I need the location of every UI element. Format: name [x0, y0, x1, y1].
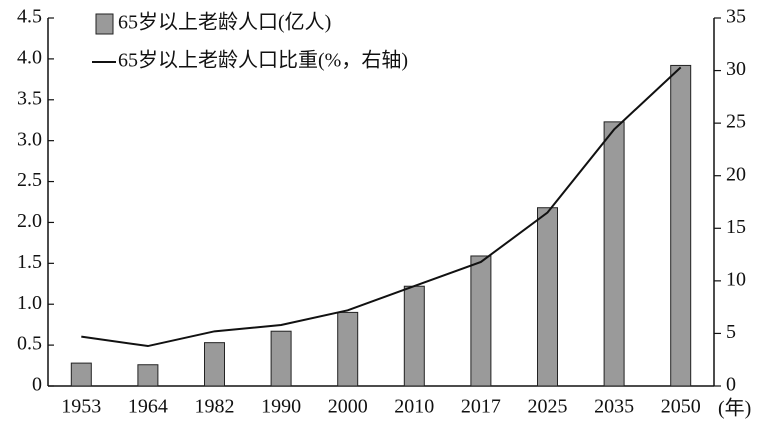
y2-tick-label: 30: [726, 58, 746, 80]
y2-tick-label: 35: [726, 6, 746, 28]
x-tick-label: 2010: [394, 396, 434, 418]
y-tick-label: 0: [32, 374, 42, 396]
y-tick-label: 4.0: [17, 46, 42, 68]
bar: [537, 207, 558, 387]
bar: [270, 330, 292, 387]
y-tick-label: 2.5: [17, 169, 42, 191]
x-tick-label: 2000: [328, 396, 368, 418]
bar: [137, 364, 159, 387]
x-tick-label: 2035: [594, 396, 634, 418]
y-tick-label: 3.5: [17, 87, 42, 109]
legend-swatch: [95, 13, 114, 35]
bar: [337, 311, 359, 387]
bar: [403, 285, 425, 387]
bar: [470, 255, 492, 387]
x-tick-label: 2017: [461, 396, 501, 418]
x-tick-label: 2025: [528, 396, 568, 418]
y2-tick-label: 10: [726, 268, 746, 290]
y2-tick-label: 5: [726, 321, 736, 343]
y-tick-label: 1.5: [17, 251, 42, 273]
x-tick-label: 2050: [661, 396, 701, 418]
y-tick-label: 4.5: [17, 6, 42, 28]
x-tick-label: 1953: [61, 396, 101, 418]
bar: [603, 121, 625, 387]
bar: [670, 64, 692, 387]
line: [81, 66, 682, 348]
y2-tick-label: 25: [726, 111, 746, 133]
x-axis-label: (年): [718, 397, 751, 420]
bar: [70, 362, 92, 387]
y2-tick-label: 0: [726, 374, 736, 396]
y2-tick-label: 20: [726, 163, 746, 185]
y-tick-label: 2.0: [17, 210, 42, 232]
x-tick-label: 1990: [261, 396, 301, 418]
y-tick-label: 3.0: [17, 128, 42, 150]
legend-label: 65岁以上老龄人口比重(%，右轴): [118, 49, 408, 72]
x-tick-label: 1964: [128, 396, 168, 418]
y-tick-label: 1.0: [17, 292, 42, 314]
y-tick-label: 0.5: [17, 333, 42, 355]
legend-label: 65岁以上老龄人口(亿人): [118, 11, 331, 34]
x-tick-label: 1982: [195, 396, 235, 418]
bar: [204, 342, 225, 387]
y2-tick-label: 15: [726, 216, 746, 238]
